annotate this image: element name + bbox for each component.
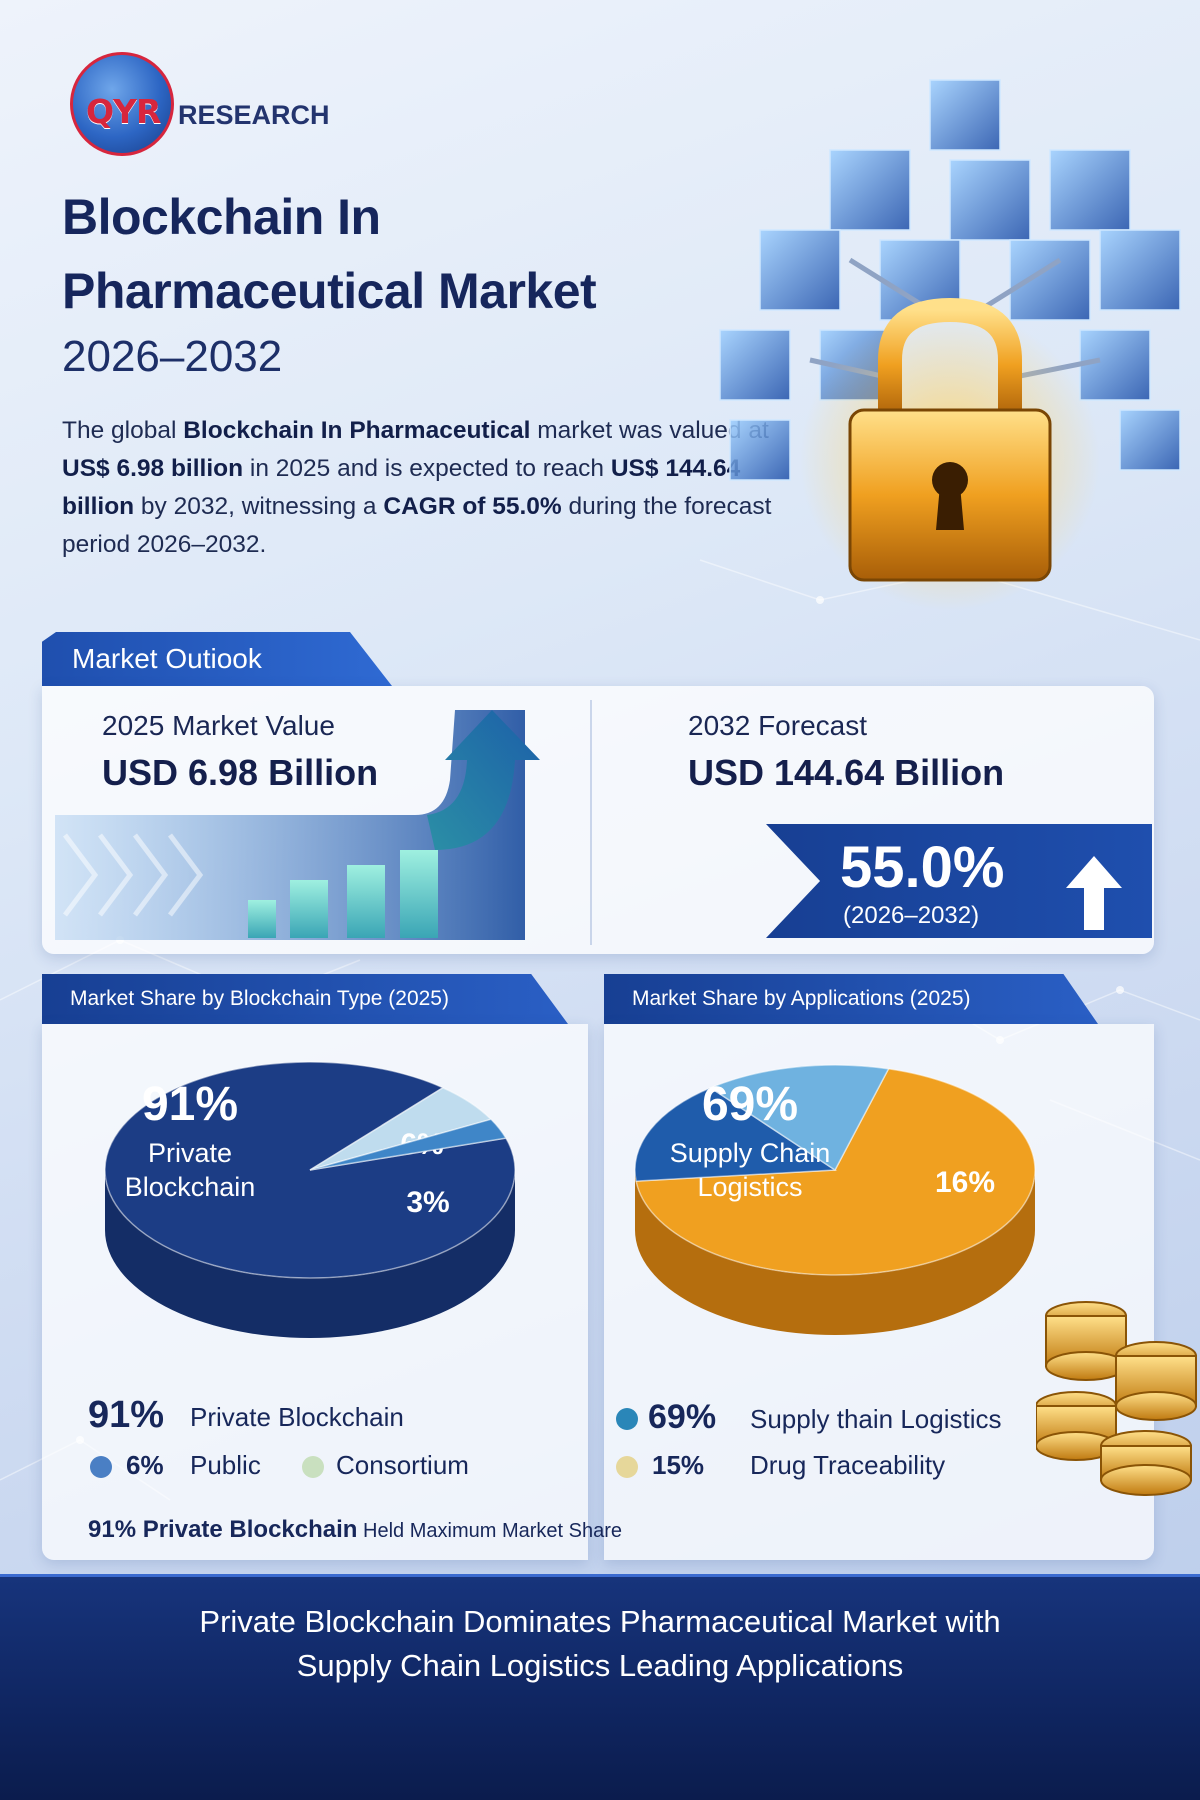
growth-bars-illustration (55, 710, 540, 940)
pie-slice-1 (635, 1068, 1036, 1276)
market-outlook-tab: Market Outiook (42, 632, 392, 686)
applications-tab: Market Share by Applications (2025) (604, 974, 1098, 1024)
logo-research-text: RESEARCH (178, 100, 330, 130)
pie-slice-label-2: 16% (935, 1166, 995, 1199)
forecast-label: 2032 Forecast (688, 710, 867, 741)
market-value-label: 2025 Market Value (102, 710, 335, 741)
pie-side (105, 1170, 515, 1338)
page-title-years: 2026–2032 (62, 332, 283, 381)
pie-side (635, 1170, 1035, 1335)
gold-coins-illustration (1036, 1301, 1197, 1496)
market-outlook-label: Market Outiook (72, 643, 262, 674)
legend-left-2-label: Public (190, 1450, 261, 1480)
applications-pie-chart: 16% 69% Supply Chain Logistics (634, 1064, 1036, 1335)
pie-center-line-1: Supply Chain (670, 1138, 831, 1168)
blockchain-type-title: Market Share by Blockchain Type (2025) (70, 987, 449, 1010)
legend-left-2-value: 6% (126, 1450, 164, 1480)
pie-slice-1 (104, 1061, 516, 1279)
legend-right-1-value: 69% (648, 1398, 717, 1436)
logo-qyr-text: QYR (86, 92, 161, 131)
pie-slice-2 (634, 1086, 838, 1182)
footer-banner (0, 1574, 1200, 1800)
pie-center-value: 69% (702, 1078, 798, 1131)
legend-dot-consortium (302, 1456, 324, 1478)
legend-right-2-label: Drug Traceability (750, 1450, 946, 1480)
blockchain-type-tab: Market Share by Blockchain Type (2025) (42, 974, 568, 1024)
up-arrow-icon (1066, 856, 1122, 930)
share-note: 91% Private Blockchain Held Maximum Mark… (88, 1516, 622, 1543)
footer-text-line-1: Private Blockchain Dominates Pharmaceuti… (199, 1604, 1001, 1639)
legend-dot-public (90, 1456, 112, 1478)
legend-left-1-value: 91% (88, 1394, 165, 1436)
legend-right-2-value: 15% (652, 1450, 705, 1480)
blockchain-padlock-illustration (719, 79, 1181, 610)
legend-dot-drug-traceability (616, 1456, 638, 1478)
cagr-value: 55.0% (840, 835, 1005, 900)
market-value: USD 6.98 Billion (102, 752, 379, 793)
pie-center-line-1: Private (148, 1138, 232, 1168)
pie-center-line-2: Blockchain (125, 1172, 256, 1202)
intro-paragraph: The global Blockchain In Pharmaceutical … (62, 417, 772, 558)
pie-slice-label-3: 3% (406, 1186, 449, 1219)
pie-slice-3 (309, 1118, 508, 1171)
pie-slice-3 (708, 1064, 890, 1172)
cagr-period: (2026–2032) (843, 902, 980, 929)
footer-text-line-2: Supply Chain Logistics Leading Applicati… (296, 1648, 904, 1683)
pie-center-line-2: Logistics (697, 1172, 802, 1202)
legend-left-1-label: Private Blockchain (190, 1402, 404, 1432)
globe-icon (70, 52, 174, 156)
page-title-line-1: Blockchain In (62, 189, 381, 245)
pie-center-value: 91% (142, 1078, 238, 1131)
legend-left-3-label: Consortium (336, 1450, 469, 1480)
legend-right-1-label: Supply thain Logistics (750, 1404, 1002, 1434)
forecast-value: USD 144.64 Billion (688, 752, 1005, 793)
legend-dot-supply-chain (616, 1408, 638, 1430)
applications-title: Market Share by Applications (2025) (632, 987, 971, 1010)
qyr-research-logo: QYR RESEARCH (66, 48, 386, 158)
outlook-divider (590, 700, 592, 945)
page-title-line-2: Pharmaceutical Market (62, 263, 597, 319)
